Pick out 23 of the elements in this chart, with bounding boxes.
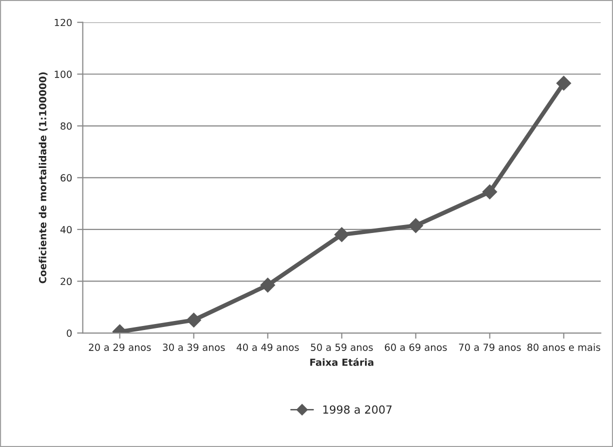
point <box>260 278 276 293</box>
y-tick-label: 80 <box>60 122 72 130</box>
x-tick-label: 20 a 29 anos <box>88 344 151 351</box>
y-tick-label: 20 <box>60 278 72 286</box>
x-tick-label: 40 a 49 anos <box>236 344 299 351</box>
x-tick-label: 70 a 79 anos <box>458 344 521 351</box>
y-axis-title: Coeficiente de mortalidade (1:100000) <box>38 72 48 284</box>
point <box>482 184 498 200</box>
point <box>408 218 424 233</box>
point <box>556 76 572 91</box>
x-tick-label: 30 a 39 anos <box>162 344 225 351</box>
y-tick-label: 60 <box>60 174 72 182</box>
point <box>186 312 202 328</box>
y-tick-label: 120 <box>54 18 72 26</box>
point <box>334 227 350 242</box>
legend-label: 1998 a 2007 <box>323 405 392 414</box>
y-tick-label: 0 <box>66 329 72 337</box>
x-tick-label: 50 a 59 anos <box>310 344 373 351</box>
x-tick-label: 80 anos e mais <box>527 343 600 351</box>
y-tick-label: 40 <box>60 226 72 234</box>
y-tick-label: 100 <box>54 70 72 78</box>
x-tick-label: 60 a 69 anos <box>384 344 447 351</box>
x-axis-title: Faixa Etária <box>310 358 374 366</box>
